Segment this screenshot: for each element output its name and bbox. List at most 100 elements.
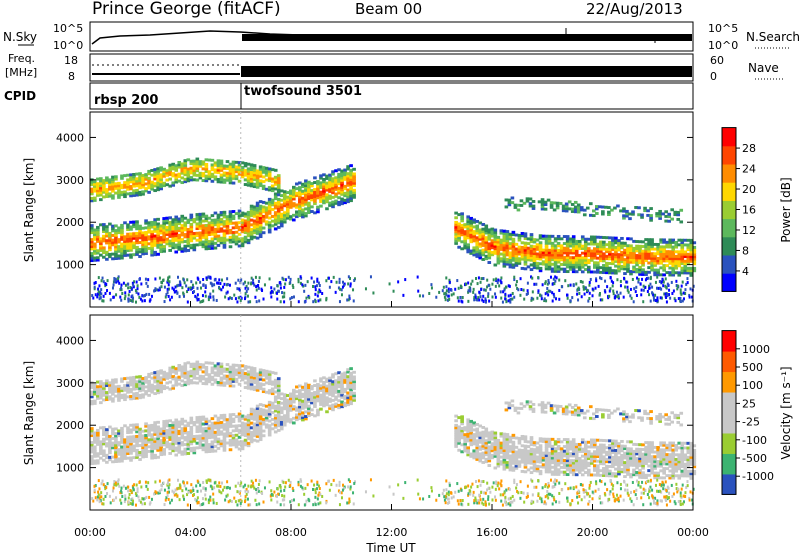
power-cell: [481, 253, 486, 257]
velocity-cell: [279, 427, 284, 431]
power-cell: [582, 213, 587, 217]
velocity-cell: [132, 446, 136, 450]
power-cell: [156, 174, 160, 178]
velocity-cell: [282, 407, 287, 411]
power-cell: [571, 296, 574, 300]
power-cell: [132, 220, 136, 224]
velocity-cell: [198, 420, 203, 424]
power-cell: [222, 243, 227, 247]
power-cell: [147, 186, 151, 190]
power-cell: [249, 179, 254, 183]
power-cell: [288, 201, 293, 205]
power-cell: [156, 245, 160, 249]
power-cell: [511, 247, 516, 251]
power-cell: [553, 246, 558, 250]
power-cell: [159, 180, 163, 184]
velocity-cell: [258, 403, 263, 407]
velocity-cell: [192, 381, 197, 385]
power-cell: [150, 180, 154, 184]
power-cell: [662, 252, 666, 256]
power-cell: [614, 259, 618, 263]
power-cell: [454, 211, 458, 215]
power-cell: [650, 247, 654, 251]
velocity-cell: [240, 364, 245, 368]
power-cell: [490, 239, 495, 243]
power-cell: [186, 290, 189, 294]
velocity-cell: [210, 445, 215, 449]
power-cell: [124, 291, 127, 295]
velocity-cell: [114, 394, 118, 398]
power-cell: [90, 231, 94, 235]
power-cell: [135, 234, 139, 238]
power-cell: [508, 253, 513, 257]
power-cell: [249, 232, 254, 236]
power-cell: [511, 256, 516, 260]
velocity-cell: [225, 418, 230, 422]
velocity-cell: [165, 374, 169, 378]
power-cell: [686, 252, 691, 256]
power-cell: [129, 239, 133, 243]
power-cell: [174, 180, 179, 184]
power-cell: [213, 232, 218, 236]
power-cell: [352, 191, 356, 195]
velocity-cell: [288, 401, 293, 405]
velocity-cell: [466, 448, 470, 452]
power-cell: [204, 247, 209, 251]
velocity-cell: [295, 413, 299, 417]
velocity-cell: [237, 366, 242, 370]
power-cell: [481, 227, 486, 231]
velocity-cell: [129, 428, 133, 432]
power-cell: [497, 278, 500, 282]
velocity-cell: [343, 390, 347, 394]
velocity-cell: [186, 433, 191, 437]
power-cell: [532, 249, 537, 253]
power-cell: [261, 226, 266, 230]
power-cell: [105, 232, 109, 236]
velocity-cell: [111, 390, 115, 394]
power-cell: [189, 166, 194, 170]
power-cell: [222, 238, 227, 242]
power-cell: [466, 220, 470, 223]
power-cell: [602, 264, 606, 267]
velocity-cell: [159, 453, 163, 457]
power-cell: [189, 246, 194, 250]
power-cell: [466, 231, 470, 235]
power-cell: [463, 246, 467, 250]
power-cell: [106, 289, 109, 293]
velocity-cell: [219, 432, 224, 436]
power-cell: [159, 243, 163, 247]
power-cell: [162, 219, 166, 223]
power-cell: [460, 219, 464, 223]
power-cell: [158, 276, 161, 280]
velocity-cell: [252, 381, 257, 385]
power-cell: [658, 280, 661, 284]
power-cell: [626, 262, 630, 266]
velocity-cell: [460, 431, 464, 435]
power-cell: [282, 220, 287, 224]
velocity-cell: [301, 388, 305, 392]
power-cell: [478, 249, 483, 253]
power-cell: [295, 212, 299, 216]
power-cell: [471, 279, 474, 283]
velocity-cell: [189, 365, 194, 369]
power-cell: [307, 204, 311, 208]
power-cell: [111, 182, 115, 186]
power-cell: [114, 240, 118, 244]
power-cell: [551, 291, 554, 295]
power-cell: [544, 260, 549, 264]
power-cell: [535, 257, 540, 261]
power-cell: [325, 174, 329, 178]
freq-panel: [89, 53, 694, 82]
power-cell: [304, 186, 308, 190]
power-cell: [543, 207, 548, 211]
power-cell: [135, 290, 138, 294]
power-cell: [243, 162, 248, 165]
power-cell: [660, 280, 663, 284]
power-cell: [555, 297, 558, 301]
power-cell: [502, 264, 507, 268]
power-cell: [620, 260, 624, 264]
velocity-cell: [331, 389, 335, 393]
power-cell: [632, 260, 636, 264]
power-cell: [647, 247, 651, 251]
velocity-cell: [346, 393, 350, 397]
